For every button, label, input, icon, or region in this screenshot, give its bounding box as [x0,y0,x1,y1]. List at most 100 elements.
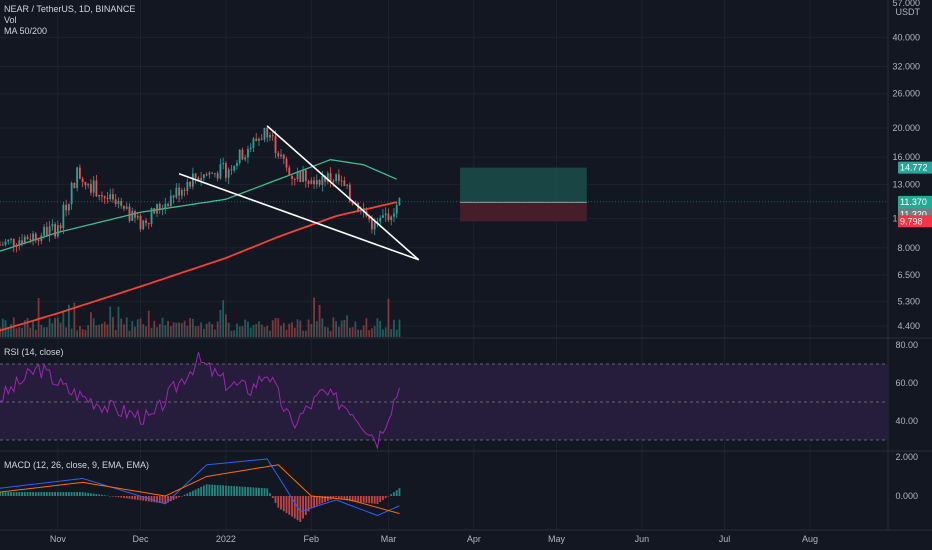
volume-bar [393,319,395,337]
price-tick-label: 13.000 [892,179,920,189]
volume-bar [189,318,191,337]
volume-bar [326,327,329,337]
macd-histogram-bar [340,496,343,499]
time-axis[interactable]: Nov Dec 2022 Feb Mar Apr May Jun Jul Aug [50,534,818,544]
macd-histogram-bar [304,496,307,515]
candle-body [167,203,169,207]
candle-body [351,201,354,205]
candle-body [186,181,189,191]
symbol-title[interactable]: NEAR / TetherUS, 1D, BINANCE [4,4,136,14]
volume-bar [324,326,326,337]
candle-body [131,211,134,221]
candle-body [18,240,21,246]
macd-histogram-bar [354,496,357,502]
macd-histogram-bar [252,487,255,496]
macd-histogram-bar [106,495,109,497]
volume-bar [23,320,26,337]
macd-histogram-bar [90,493,92,496]
volume-legend[interactable]: Vol [4,15,17,25]
rsi-tick-label: 60.00 [895,378,918,388]
macd-tick-label: 2.000 [895,452,918,462]
candle-body [142,220,145,230]
stop-zone [460,202,587,222]
candle-body [109,194,112,200]
volume-bar [282,322,285,337]
macd-histogram-bar [40,492,43,496]
macd-histogram-bar [299,496,302,522]
time-tick-label: Feb [304,534,320,544]
candle-body [263,128,266,140]
falling-wedge-trendlines[interactable] [178,125,420,261]
candle-body [321,176,324,185]
candle-body [4,241,7,245]
price-tick-label: 57.000 [892,0,920,8]
volume-bar [139,318,142,337]
candle-body [216,173,219,179]
macd-histogram-bar [32,492,34,496]
candle-body [202,174,205,179]
volume-bar [21,327,23,337]
macd-histogram-bar [236,486,238,496]
volume-bar [161,317,164,337]
candle-body [101,194,103,197]
macd-histogram-bar [211,484,214,496]
volume-bar [258,321,260,337]
candle-body [368,216,371,220]
volume-bar [1,318,4,337]
candle-body [12,238,15,246]
volume-bar [158,324,161,337]
macd-histogram-bar [360,496,362,503]
price-tick-label: 26.000 [892,89,920,99]
macd-histogram-bar [164,496,167,504]
volume-bar [156,327,158,337]
candle-body [175,187,178,198]
candle-body [40,235,43,241]
volume-bar [186,325,189,337]
candle-body [236,163,238,166]
macd-histogram-bar [103,495,106,496]
macd-histogram-bar [123,496,125,498]
volume-bar [32,321,34,337]
volume-bar [120,318,123,337]
volume-bar [225,314,227,337]
candle-body [398,198,401,206]
volume-bar [37,298,40,337]
volume-bar [134,326,136,337]
macd-histogram-bar [87,492,90,496]
volume-bar [269,330,271,337]
volume-bar [244,319,247,337]
volume-bar [362,325,365,337]
candle-body [90,183,92,193]
volume-bar [395,329,398,337]
candle-body [346,184,349,186]
macd-histogram-bar [194,489,197,496]
candle-body [379,217,382,222]
long-position-tool[interactable] [0,167,888,222]
macd-histogram-bar [73,492,76,496]
macd-histogram-bar [346,496,349,501]
volume-bar [271,320,274,337]
macd-histogram-bar [4,492,7,496]
time-tick-label: 2022 [216,534,236,544]
volume-bar [216,321,219,337]
macd-legend[interactable]: MACD (12, 26, close, 9, EMA, EMA) [4,460,150,470]
macd-histogram-bar [321,496,324,504]
rsi-pane [0,352,888,450]
candle-body [153,208,156,214]
currency-label: USDT [896,7,921,17]
ma-legend[interactable]: MA 50/200 [4,26,48,36]
candle-body [59,225,62,229]
volume-bar [70,328,73,337]
volume-bar [76,330,79,337]
volume-bar [26,318,29,337]
macd-histogram-bar [10,492,12,496]
rsi-legend[interactable]: RSI (14, close) [4,347,64,357]
macd-histogram-bar [263,488,266,496]
macd-histogram-bar [153,496,156,503]
volume-bar [164,325,167,337]
macd-histogram-bar [202,485,205,496]
macd-histogram-bar [302,496,304,519]
macd-histogram-bar [172,496,175,500]
candle-body [324,176,326,182]
